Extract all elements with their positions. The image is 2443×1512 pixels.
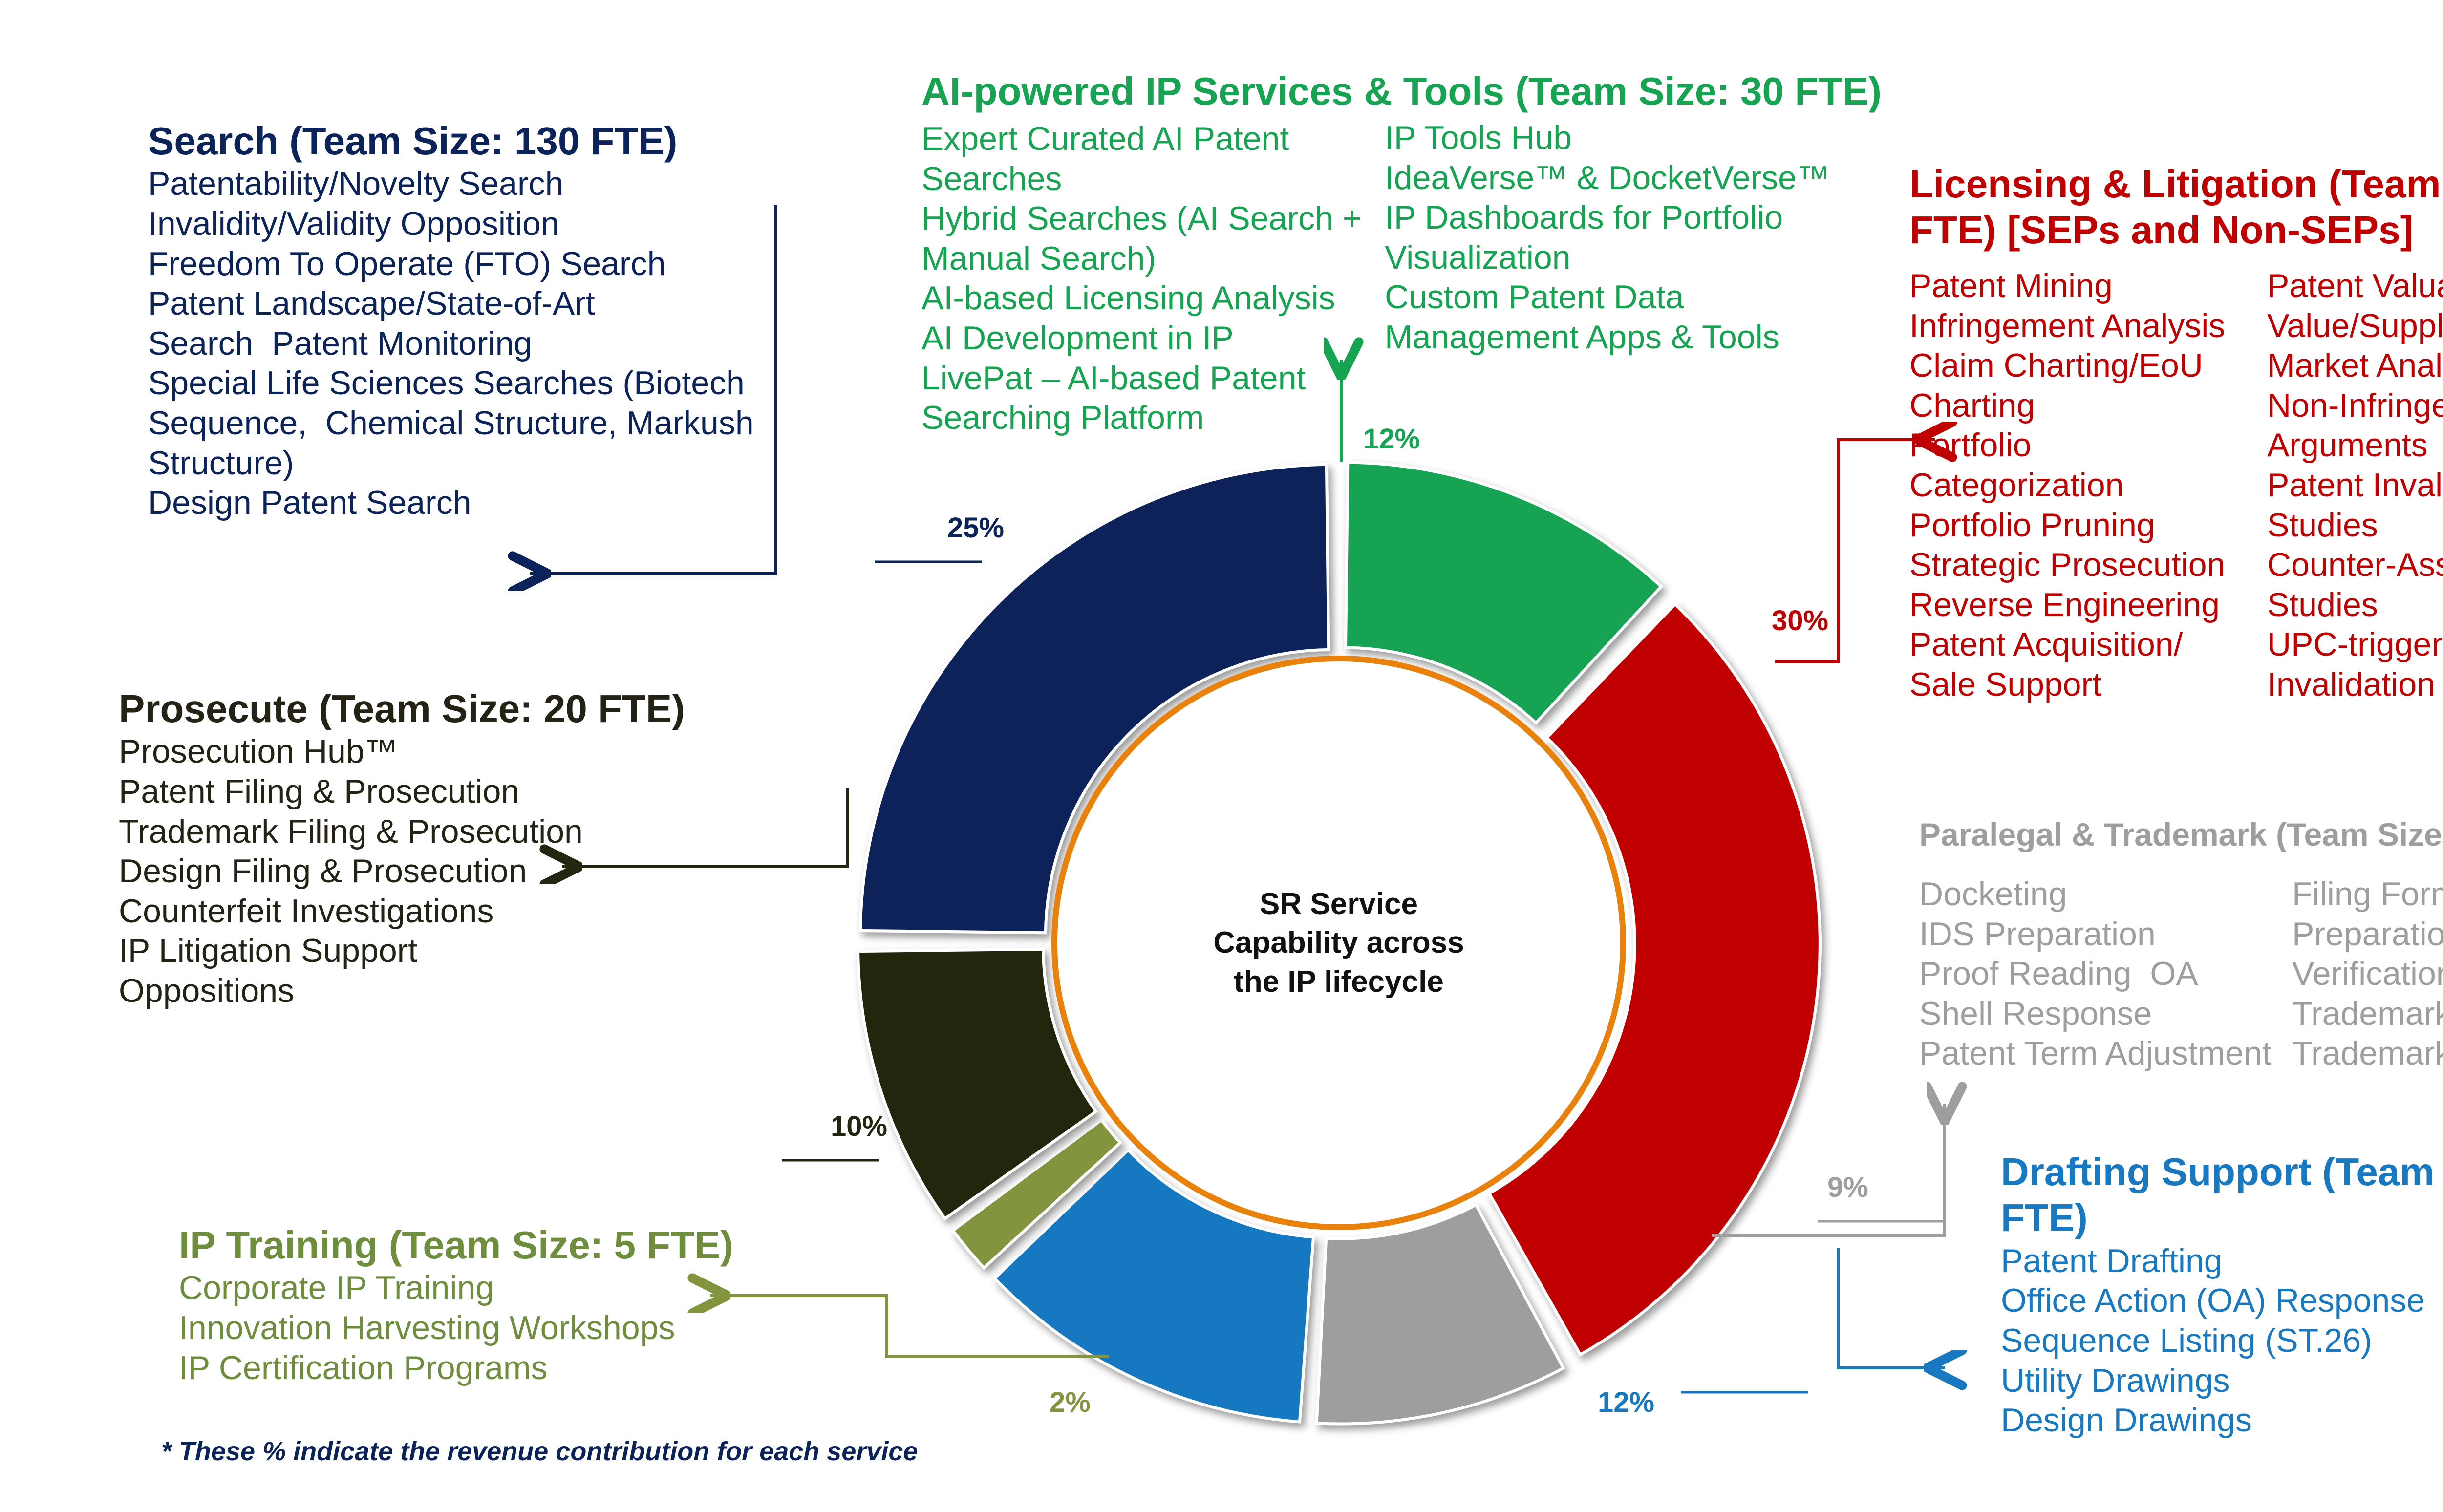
svg-text:10%: 10% — [831, 1110, 887, 1142]
svg-text:30%: 30% — [1772, 605, 1828, 637]
svg-text:2%: 2% — [1050, 1386, 1091, 1418]
svg-text:25%: 25% — [947, 512, 1004, 544]
svg-text:12%: 12% — [1598, 1386, 1654, 1418]
svg-text:9%: 9% — [1827, 1171, 1868, 1203]
